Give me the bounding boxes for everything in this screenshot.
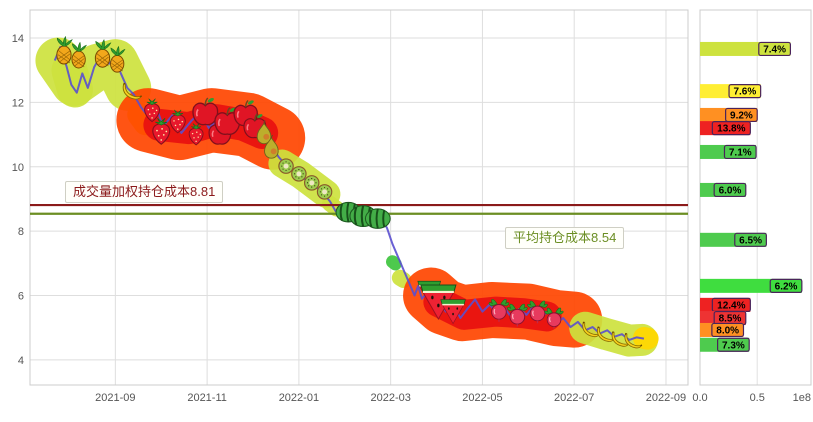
marker-pineapple (71, 41, 87, 69)
distribution-bar-label: 7.1% (729, 147, 752, 158)
highlight-blob (391, 269, 412, 289)
distribution-bar-label: 7.4% (763, 44, 786, 55)
highlight-blob (51, 52, 93, 108)
distribution-bar-label: 13.8% (717, 124, 745, 135)
distribution-bar-label: 6.2% (775, 281, 798, 292)
y-tick-label: 8 (18, 226, 24, 238)
distribution-bar-label-box (723, 144, 757, 160)
volume-distribution-chart: 7.4% 7.6% 9.2% 13.8% 7.1% 6.0% 6.5% 6.2% 12.4% 8.… (692, 9, 812, 404)
distribution-bar-label: 6.0% (719, 185, 742, 196)
distribution-bar-label-box (769, 278, 803, 293)
distribution-bar-label: 7.6% (733, 87, 756, 98)
dist-plot-frame (699, 9, 812, 386)
marker-kiwi (316, 184, 333, 200)
scale-label: 1e8 (793, 392, 811, 404)
distribution-bar-label-box (711, 121, 751, 136)
distribution-bar-label-box (717, 337, 750, 352)
vwap-cost-label: 成交量加权持仓成本8.81 (65, 181, 224, 204)
y-tick-label: 12 (12, 97, 24, 109)
distribution-bar-label: 6.5% (739, 235, 762, 246)
distribution-bar-label-box (713, 182, 747, 198)
avg-cost-label: 平均持仓成本8.54 (505, 226, 625, 249)
x-tick-label: 2022-01 (279, 392, 319, 404)
marker-pineapple (56, 36, 73, 65)
distribution-bar-label-box (711, 322, 745, 338)
x-tick-label: 2022-03 (370, 392, 410, 404)
distribution-bar-label-box (728, 84, 762, 99)
distribution-bar-label: 8.0% (716, 325, 739, 336)
marker-kiwi (278, 158, 294, 174)
distribution-bar-label-box (758, 41, 792, 57)
y-tick-label: 4 (18, 355, 24, 367)
distribution-bar-label: 7.3% (722, 340, 745, 351)
y-tick-label: 6 (18, 291, 24, 303)
marker-pineapple (110, 46, 126, 73)
marker-watermelon (364, 207, 392, 230)
highlight-blob (385, 255, 402, 271)
x-tick-label: 2022-07 (554, 392, 594, 404)
distribution-bar-label: 12.4% (717, 300, 745, 311)
dist-x-tick-label: 0.5 (750, 392, 765, 404)
dist-x-tick-label: 0.0 (692, 392, 707, 404)
marker-pineapple (94, 39, 112, 68)
distribution-bar-label-box (734, 232, 767, 247)
distribution-bar-label: 9.2% (730, 110, 753, 121)
marker-kiwi (303, 175, 320, 191)
x-tick-label: 2022-09 (646, 392, 686, 404)
y-tick-label: 14 (12, 33, 24, 45)
distribution-bar-label: 8.5% (719, 314, 742, 325)
y-tick-label: 10 (12, 162, 24, 174)
marker-kiwi (291, 166, 307, 182)
main-plot-frame (29, 9, 689, 386)
x-tick-label: 2021-11 (187, 392, 227, 404)
main-price-chart: 2021-09 2021-11 2022-01 2022-03 2022-05 2022-… (12, 9, 689, 404)
highlight-blob (632, 327, 659, 350)
x-tick-label: 2021-09 (95, 392, 135, 404)
x-tick-label: 2022-05 (462, 392, 502, 404)
